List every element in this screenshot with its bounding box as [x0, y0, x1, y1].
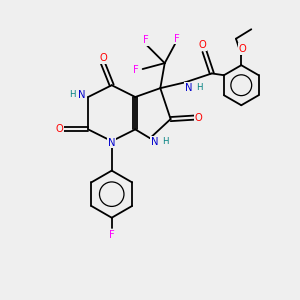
Text: F: F [143, 35, 148, 45]
Text: H: H [162, 137, 169, 146]
Text: O: O [99, 53, 107, 63]
Text: F: F [109, 230, 115, 239]
Text: O: O [56, 124, 64, 134]
Text: O: O [198, 40, 206, 50]
Text: N: N [108, 138, 116, 148]
Text: O: O [195, 112, 203, 123]
Text: N: N [78, 90, 85, 100]
Text: F: F [133, 64, 139, 75]
Text: H: H [69, 90, 75, 99]
Text: O: O [239, 44, 247, 54]
Text: H: H [196, 83, 203, 92]
Text: N: N [185, 82, 193, 93]
Text: N: N [151, 137, 158, 147]
Text: F: F [174, 34, 179, 44]
